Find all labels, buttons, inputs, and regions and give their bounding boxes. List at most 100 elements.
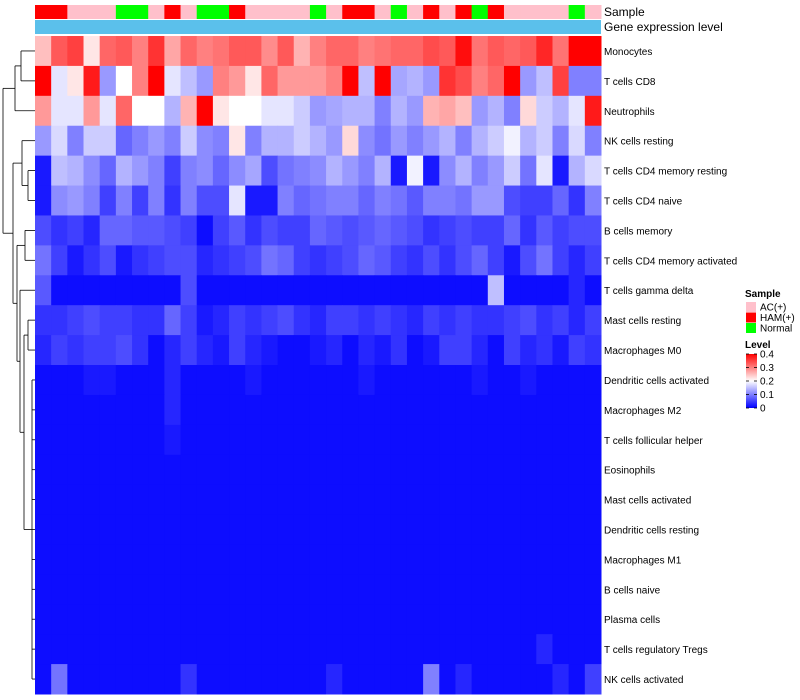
heatmap-cell [35, 664, 52, 695]
heatmap-cell [293, 514, 311, 545]
heatmap-cell [326, 155, 343, 187]
sample-annotation-cell [148, 5, 165, 19]
heatmap-cell [148, 394, 165, 426]
heatmap-cell [520, 394, 537, 426]
heatmap-cell [584, 155, 602, 187]
heatmap-cell [503, 664, 521, 695]
heatmap-cell [439, 484, 456, 516]
heatmap-cell [148, 155, 165, 187]
heatmap-cell [568, 484, 586, 516]
heatmap-cell [293, 95, 311, 127]
heatmap-cell [374, 664, 392, 695]
heatmap-cell [148, 36, 165, 67]
heatmap-cell [180, 155, 198, 187]
heatmap-cell [342, 185, 359, 216]
heatmap-cell [390, 36, 408, 67]
heatmap-cell [67, 185, 85, 216]
row-label: B cells naive [604, 585, 661, 596]
heatmap-cell [503, 335, 521, 366]
heatmap-cell [35, 335, 52, 366]
heatmap-cell [196, 544, 214, 575]
heatmap-cell [115, 185, 133, 216]
heatmap-cell [164, 275, 182, 306]
heatmap-cell [148, 305, 165, 336]
heatmap-cell [552, 394, 570, 426]
heatmap-cell [261, 394, 279, 426]
heatmap-cell [83, 305, 101, 336]
heatmap-cell [471, 394, 489, 426]
heatmap-cell [51, 335, 68, 366]
sample-track-label: Sample [604, 5, 645, 19]
heatmap-cell [455, 185, 473, 216]
heatmap-cell [406, 365, 424, 396]
row-label: Macrophages M0 [604, 346, 682, 357]
heatmap-cell [471, 305, 489, 336]
heatmap-cell [326, 574, 343, 605]
heatmap-cell [212, 65, 230, 97]
heatmap-cell [164, 305, 182, 336]
heatmap-cell [520, 424, 537, 456]
heatmap-cell [196, 634, 214, 665]
heatmap-cell [277, 305, 295, 336]
heatmap-cell [99, 394, 117, 426]
heatmap-cell [487, 394, 505, 426]
heatmap-cell [245, 215, 262, 246]
row-label: Macrophages M1 [604, 555, 682, 566]
heatmap-cell [374, 335, 392, 366]
heatmap-cell [455, 65, 473, 97]
heatmap-cell [374, 215, 392, 246]
heatmap-cell [196, 305, 214, 336]
heatmap-cell [326, 305, 343, 336]
heatmap-cell [584, 65, 602, 97]
heatmap-cell [439, 424, 456, 456]
heatmap-cell [245, 365, 262, 396]
heatmap-cell [196, 335, 214, 366]
heatmap-cell [568, 335, 586, 366]
heatmap-cell [132, 574, 149, 605]
heatmap-cell [115, 454, 133, 486]
heatmap-cell [115, 155, 133, 187]
heatmap-cell [439, 544, 456, 575]
sample-annotation-cell [309, 5, 327, 19]
heatmap-cell [520, 215, 537, 246]
heatmap-cell [406, 454, 424, 486]
heatmap-cell [99, 664, 117, 695]
legend-tick-label: 0.4 [760, 350, 774, 361]
heatmap-cell [487, 454, 505, 486]
heatmap-cell [552, 335, 570, 366]
heatmap-cell [503, 514, 521, 545]
heatmap-cell [552, 604, 570, 635]
heatmap-cell [568, 574, 586, 605]
heatmap-cell [487, 574, 505, 605]
heatmap-cell [423, 514, 440, 545]
heatmap-cell [229, 245, 246, 276]
heatmap-cell [132, 544, 149, 575]
heatmap-cell [439, 454, 456, 486]
heatmap-cell [455, 664, 473, 695]
heatmap-cell [261, 95, 279, 127]
heatmap-cell [99, 215, 117, 246]
gene-track-label: Gene expression level [604, 20, 723, 34]
sample-annotation-cell [568, 5, 586, 19]
heatmap-cell [196, 394, 214, 426]
heatmap-cell [229, 185, 246, 216]
legend-swatch [746, 312, 756, 323]
heatmap-cell [423, 185, 440, 216]
heatmap-cell [536, 335, 553, 366]
row-label: Neutrophils [604, 107, 655, 118]
heatmap-cell [326, 484, 343, 516]
heatmap-cell [568, 514, 586, 545]
heatmap-cell [67, 36, 85, 67]
heatmap-cell [552, 664, 570, 695]
heatmap-cell [229, 335, 246, 366]
heatmap-cell [67, 275, 85, 306]
heatmap-cell [229, 484, 246, 516]
heatmap-cell [212, 514, 230, 545]
heatmap-cell [536, 454, 553, 486]
heatmap-cell [455, 305, 473, 336]
heatmap-cell [568, 305, 586, 336]
heatmap-cell [568, 454, 586, 486]
heatmap-cell [83, 335, 101, 366]
sample-annotation-cell [261, 5, 279, 19]
heatmap-cell [390, 95, 408, 127]
